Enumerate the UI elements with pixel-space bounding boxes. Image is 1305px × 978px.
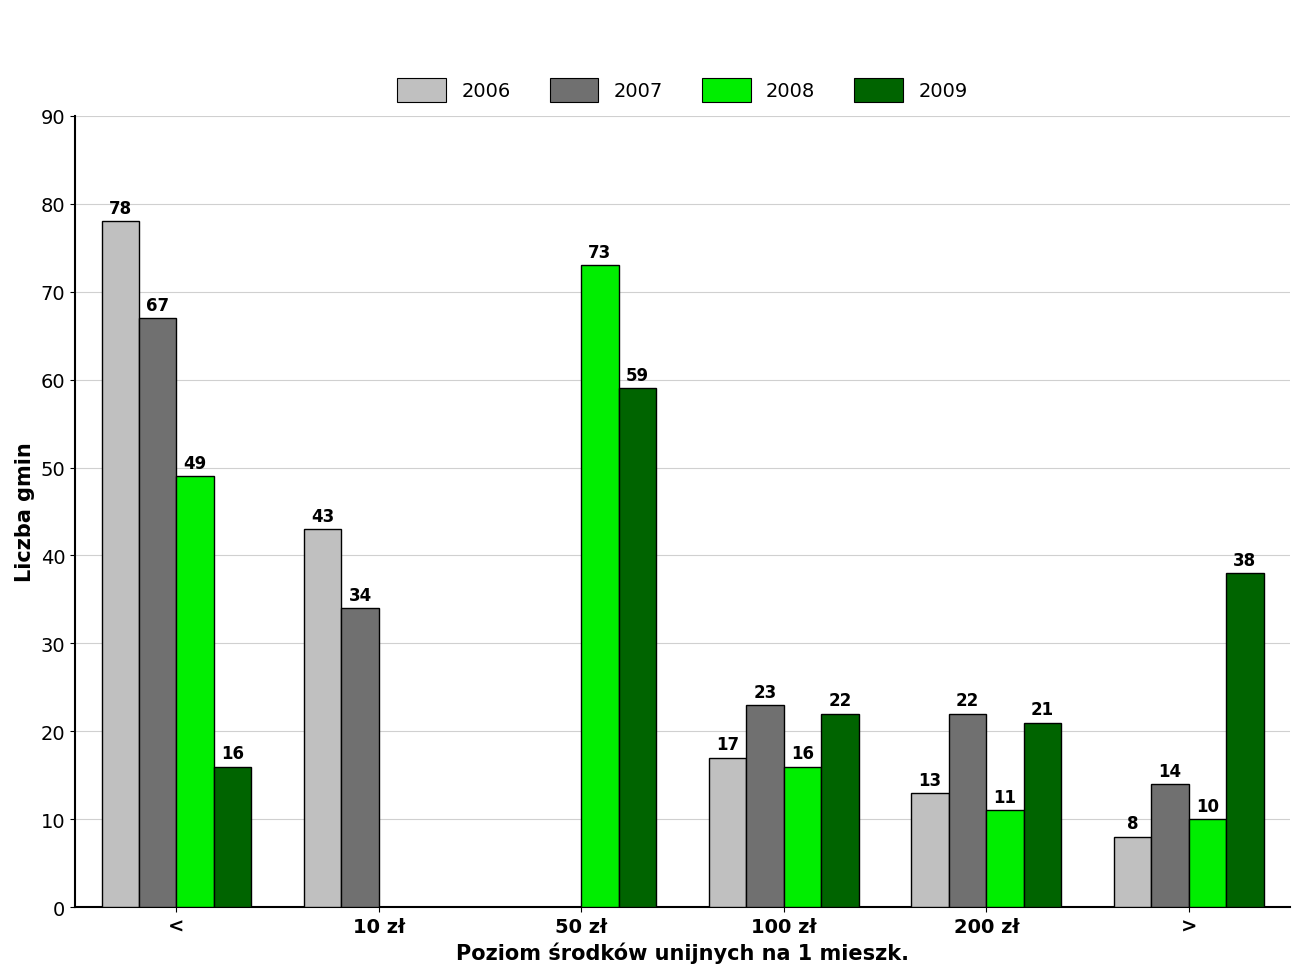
Bar [1114,837,1151,908]
Bar [949,714,987,908]
Bar [821,714,859,908]
Text: 43: 43 [311,508,334,525]
Text: 78: 78 [108,200,132,218]
Bar [138,319,176,908]
Text: 21: 21 [1031,700,1054,719]
Text: 34: 34 [348,586,372,604]
Text: 23: 23 [753,683,776,701]
Bar [581,266,619,908]
Bar [102,222,138,908]
Text: 11: 11 [993,788,1017,806]
Bar [176,477,214,908]
Text: 17: 17 [716,735,739,754]
Bar [619,389,656,908]
Text: 22: 22 [829,691,851,710]
Text: 49: 49 [183,455,206,472]
Bar [1189,820,1227,908]
Bar [1023,723,1061,908]
Bar [987,811,1023,908]
X-axis label: Poziom środków unijnych na 1 mieszk.: Poziom środków unijnych na 1 mieszk. [455,942,910,963]
Text: 13: 13 [919,771,942,788]
Bar [709,758,746,908]
Bar [342,608,378,908]
Text: 8: 8 [1128,815,1138,832]
Text: 73: 73 [589,244,612,262]
Text: 22: 22 [957,691,979,710]
Bar [746,705,784,908]
Bar [784,767,821,908]
Text: 59: 59 [626,367,649,384]
Text: 14: 14 [1159,762,1181,779]
Text: 10: 10 [1195,797,1219,815]
Bar [214,767,251,908]
Text: 16: 16 [791,744,814,762]
Bar [1227,573,1263,908]
Bar [1151,784,1189,908]
Y-axis label: Liczba gmin: Liczba gmin [14,442,35,582]
Text: 16: 16 [221,744,244,762]
Bar [304,529,342,908]
Legend: 2006, 2007, 2008, 2009: 2006, 2007, 2008, 2009 [390,71,975,111]
Text: 38: 38 [1233,551,1257,569]
Bar [911,793,949,908]
Text: 67: 67 [146,296,170,314]
